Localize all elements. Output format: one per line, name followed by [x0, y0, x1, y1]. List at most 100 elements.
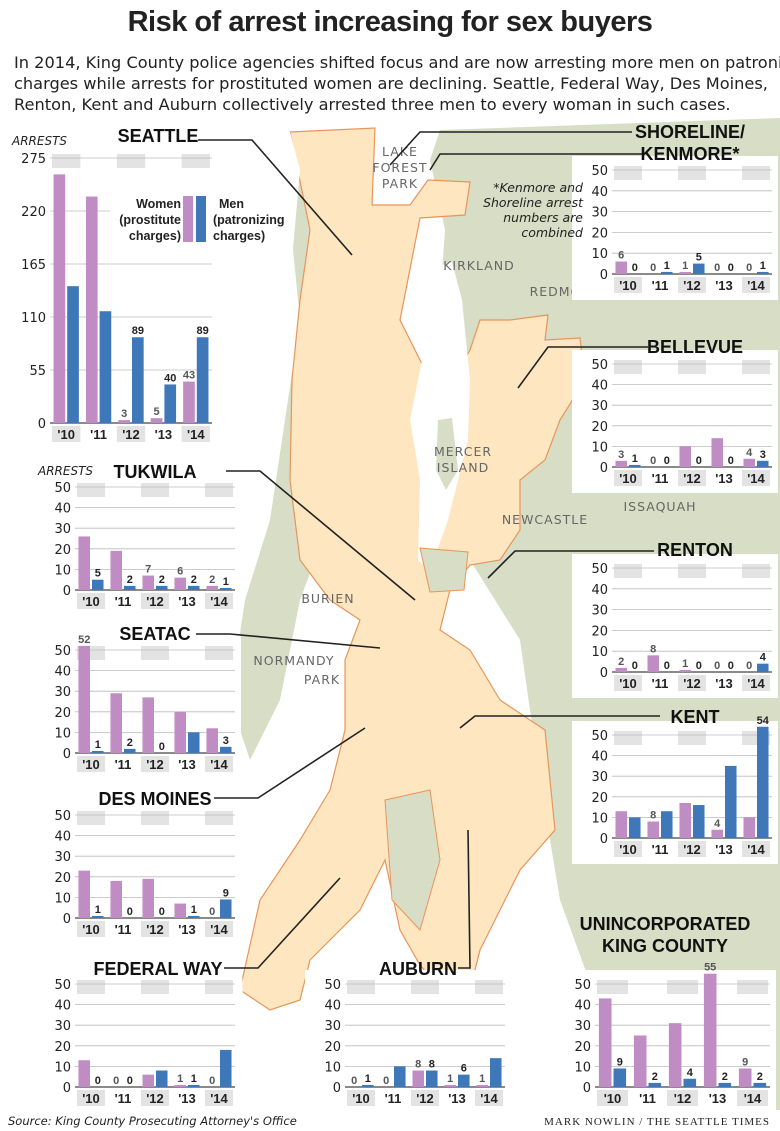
y-tick-label: 0 [600, 832, 608, 847]
bar-men [725, 765, 737, 838]
bar-men [458, 1074, 470, 1087]
x-tick-label: '11 [385, 1091, 402, 1106]
data-label-women: 0 [113, 1075, 119, 1087]
y-tick-label: 10 [574, 1060, 591, 1075]
bar-men [757, 460, 769, 467]
y-tick-label: 40 [54, 502, 71, 517]
x-tick-label: '12 [146, 594, 164, 609]
y-tick-label: 0 [583, 1081, 591, 1096]
data-label-women: 1 [177, 1073, 183, 1085]
y-tick-label: 50 [324, 978, 341, 993]
column-band [614, 470, 642, 486]
bar-women [679, 446, 691, 467]
data-label-women: 0 [209, 1075, 215, 1087]
column-band [742, 841, 770, 857]
bar-women [85, 196, 98, 423]
legend-swatch-men [196, 196, 206, 242]
data-label-men: 0 [664, 455, 670, 467]
chart-seatac: 0 10 20 30 40 50 52 1 '10 2 '11 0 '12 '13 3 '14 SEATAC [35, 624, 241, 779]
map-place-label: MERCER [434, 444, 492, 459]
data-label-women: 43 [183, 370, 195, 382]
bar-women [78, 536, 90, 590]
column-band [614, 841, 642, 857]
map-place-label: FOREST [372, 160, 427, 175]
legend: Women (prostitute charges) Men (patronizing c… [110, 188, 285, 250]
infographic-title: Risk of arrest increasing for sex buyers [127, 6, 653, 38]
y-tick-label: 0 [600, 461, 608, 476]
x-tick-label: '11 [652, 278, 669, 293]
y-tick-label: 50 [591, 164, 608, 179]
column-band [678, 470, 706, 486]
y-tick-label: 10 [591, 440, 608, 455]
column-band [614, 564, 642, 578]
data-label-men: 1 [365, 1073, 371, 1085]
bar-men [164, 384, 177, 423]
bar-men [156, 585, 168, 590]
column-band [77, 811, 105, 825]
legend-women-label: charges) [129, 229, 181, 243]
bar-men [67, 286, 79, 423]
column-band [597, 1090, 628, 1106]
data-label-men: 0 [127, 1075, 133, 1087]
chart-title: TUKWILA [114, 462, 197, 482]
column-band [678, 564, 706, 578]
shoreline-note-line: combined [521, 225, 583, 240]
x-tick-label: '14 [210, 757, 228, 772]
legend-swatch-women [183, 196, 193, 242]
y-tick-label: 40 [54, 999, 71, 1014]
y-axis-label: ARRESTS [37, 464, 93, 478]
bar-women [174, 711, 186, 753]
x-tick-label: '11 [115, 594, 132, 609]
column-band [475, 980, 503, 994]
column-band [347, 980, 375, 994]
column-band [52, 154, 81, 168]
x-tick-label: '10 [57, 427, 75, 442]
bar-women [53, 174, 66, 423]
legend-men-label: (patronizing [213, 213, 285, 227]
data-label-women: 4 [746, 447, 753, 459]
bar-women [476, 1084, 488, 1087]
bar-women [598, 998, 612, 1087]
column-band [678, 360, 706, 374]
chart-title: SEATTLE [118, 126, 199, 146]
column-band [742, 675, 770, 691]
column-band [742, 166, 770, 180]
x-tick-label: '10 [604, 1091, 622, 1106]
y-tick-label: 50 [54, 978, 71, 993]
x-tick-label: '13 [178, 594, 196, 609]
column-band [141, 646, 169, 660]
bar-men [188, 732, 200, 753]
bar-women [615, 460, 627, 467]
chart-title: UNINCORPORATED [580, 914, 751, 934]
column-band [475, 1090, 503, 1106]
column-band [667, 980, 698, 994]
y-tick-label: 10 [54, 1060, 71, 1075]
bar-men [188, 585, 200, 590]
bar-men [693, 263, 705, 274]
intro-line: In 2014, King County police agencies shi… [14, 53, 780, 72]
bar-men [124, 748, 136, 753]
bar-women [78, 645, 90, 753]
data-label-men: 2 [652, 1071, 658, 1083]
bar-women [738, 1068, 752, 1087]
data-label-women: 0 [209, 906, 215, 918]
y-tick-label: 20 [324, 1040, 341, 1055]
data-label-women: 8 [650, 810, 656, 822]
bar-men [753, 1082, 767, 1087]
column-band [141, 593, 169, 609]
y-axis-label: ARRESTS [11, 134, 67, 148]
data-label-men: 2 [757, 1071, 763, 1083]
bar-women [174, 1084, 186, 1087]
leader-line [389, 131, 632, 166]
x-tick-label: '11 [115, 922, 132, 937]
x-tick-label: '13 [715, 842, 733, 857]
x-tick-label: '14 [210, 594, 228, 609]
map-mercer-island [436, 418, 458, 490]
y-tick-label: 30 [591, 604, 608, 619]
bar-men [92, 915, 104, 918]
bar-women [412, 1070, 424, 1087]
column-band [116, 426, 146, 442]
x-tick-label: '11 [115, 1091, 132, 1106]
data-label-men: 4 [760, 652, 767, 664]
